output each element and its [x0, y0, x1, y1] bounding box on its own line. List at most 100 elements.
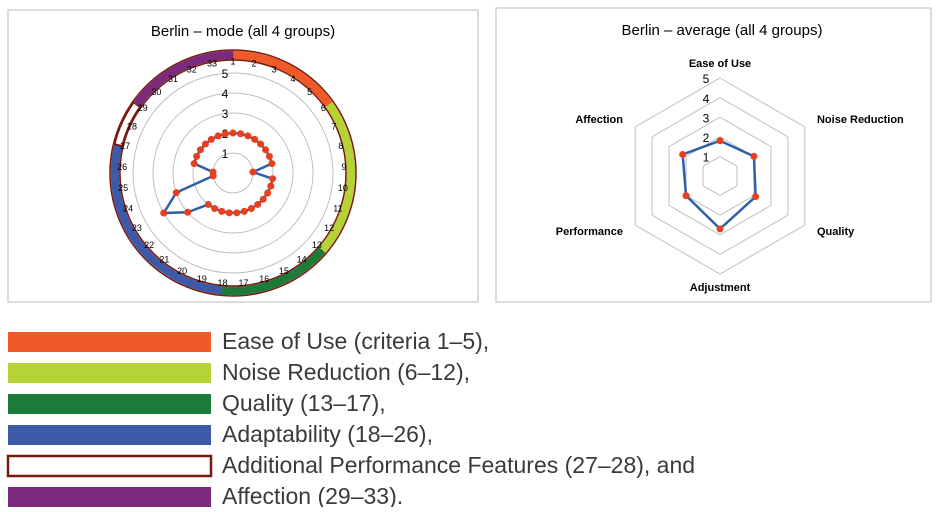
- chart-title: Berlin – average (all 4 groups): [622, 22, 823, 39]
- data-point: [244, 132, 252, 140]
- data-point: [249, 168, 257, 176]
- r-tick-label: 4: [703, 92, 710, 106]
- category-label: 1: [230, 56, 235, 66]
- category-label: 4: [291, 74, 296, 84]
- data-point: [716, 225, 724, 233]
- ring-border: [109, 49, 357, 297]
- data-point: [196, 146, 204, 154]
- category-label: 14: [297, 255, 307, 265]
- data-point: [247, 205, 255, 213]
- r-tick-label: 3: [222, 107, 229, 121]
- category-label: Ease of Use: [689, 58, 751, 70]
- legend-swatch: [8, 425, 211, 445]
- category-label: Performance: [556, 226, 623, 238]
- category-label: 29: [138, 103, 148, 113]
- legend-swatch: [6, 454, 213, 478]
- category-label: 28: [127, 121, 137, 131]
- grid-ring: [152, 92, 314, 254]
- group-ring: [133, 50, 234, 108]
- category-label: 25: [118, 183, 128, 193]
- data-point: [218, 207, 226, 215]
- category-label: 5: [307, 87, 312, 97]
- data-point: [172, 189, 180, 197]
- category-label: 33: [207, 58, 217, 68]
- r-tick-label: 5: [703, 72, 710, 86]
- data-point: [214, 132, 222, 140]
- data-point: [716, 137, 724, 145]
- r-tick-label: 1: [222, 147, 229, 161]
- data-point: [229, 129, 237, 137]
- data-point: [221, 130, 229, 138]
- data-point: [259, 195, 267, 203]
- grid-ring: [634, 77, 806, 275]
- data-point: [233, 209, 241, 217]
- category-label: 26: [117, 162, 127, 172]
- category-label: 32: [187, 64, 197, 74]
- data-point: [257, 140, 265, 148]
- data-point: [264, 189, 272, 197]
- data-point: [211, 205, 219, 213]
- chart-frame: [495, 7, 932, 303]
- category-label: 17: [239, 278, 249, 288]
- category-label: 22: [144, 240, 154, 250]
- legend-label: Noise Reduction (6–12),: [222, 359, 470, 385]
- grid-ring: [702, 155, 738, 197]
- r-tick-label: 5: [222, 67, 229, 81]
- category-label: 30: [151, 87, 161, 97]
- legend-swatch: [8, 394, 211, 414]
- grid-ring: [668, 116, 772, 236]
- r-tick-label: 1: [703, 151, 710, 165]
- grid-ring: [651, 97, 789, 255]
- category-label: Adjustment: [690, 282, 751, 294]
- category-label: 13: [312, 240, 322, 250]
- category-label: 8: [338, 141, 343, 151]
- legend-swatch: [8, 487, 211, 507]
- data-point: [204, 200, 212, 208]
- category-label: Affection: [575, 114, 623, 126]
- category-label: 18: [217, 278, 227, 288]
- legend-label: Ease of Use (criteria 1–5),: [222, 328, 489, 354]
- data-point: [240, 207, 248, 215]
- r-tick-label: 4: [222, 87, 229, 101]
- category-label: 20: [177, 266, 187, 276]
- category-label: 11: [333, 204, 342, 214]
- grid-ring: [172, 112, 294, 234]
- data-point: [254, 200, 262, 208]
- data-point: [265, 152, 273, 160]
- category-label: 6: [321, 103, 326, 113]
- data-point: [209, 168, 217, 176]
- data-point: [184, 208, 192, 216]
- data-point: [201, 140, 209, 148]
- category-label: 15: [279, 266, 289, 276]
- legend-label: Adaptability (18–26),: [222, 421, 433, 447]
- category-label: 9: [341, 162, 346, 172]
- category-label: 24: [123, 204, 133, 214]
- legend-label: Affection (29–33).: [222, 483, 403, 507]
- data-point: [269, 175, 277, 183]
- category-label: Quality: [817, 226, 855, 238]
- category-label: 7: [331, 121, 336, 131]
- data-point: [750, 152, 758, 160]
- data-point: [268, 160, 276, 168]
- r-tick-label: 3: [703, 111, 710, 125]
- category-label: Noise Reduction: [817, 114, 904, 126]
- category-label: 2: [251, 58, 256, 68]
- series-line: [161, 131, 275, 215]
- category-label: 10: [338, 183, 348, 193]
- ring-border: [119, 59, 347, 287]
- data-point: [752, 193, 760, 201]
- data-point: [160, 209, 168, 217]
- data-point: [679, 150, 687, 158]
- legend-swatch: [8, 332, 211, 352]
- data-point: [207, 135, 215, 143]
- data-point: [262, 146, 270, 154]
- chart-title: Berlin – mode (all 4 groups): [151, 23, 335, 40]
- r-tick-label: 2: [703, 131, 710, 145]
- legend-label: Quality (13–17),: [222, 390, 386, 416]
- data-point: [682, 192, 690, 200]
- data-point: [225, 209, 233, 217]
- data-point: [237, 130, 245, 138]
- legend-swatch: [8, 363, 211, 383]
- category-label: 21: [159, 255, 169, 265]
